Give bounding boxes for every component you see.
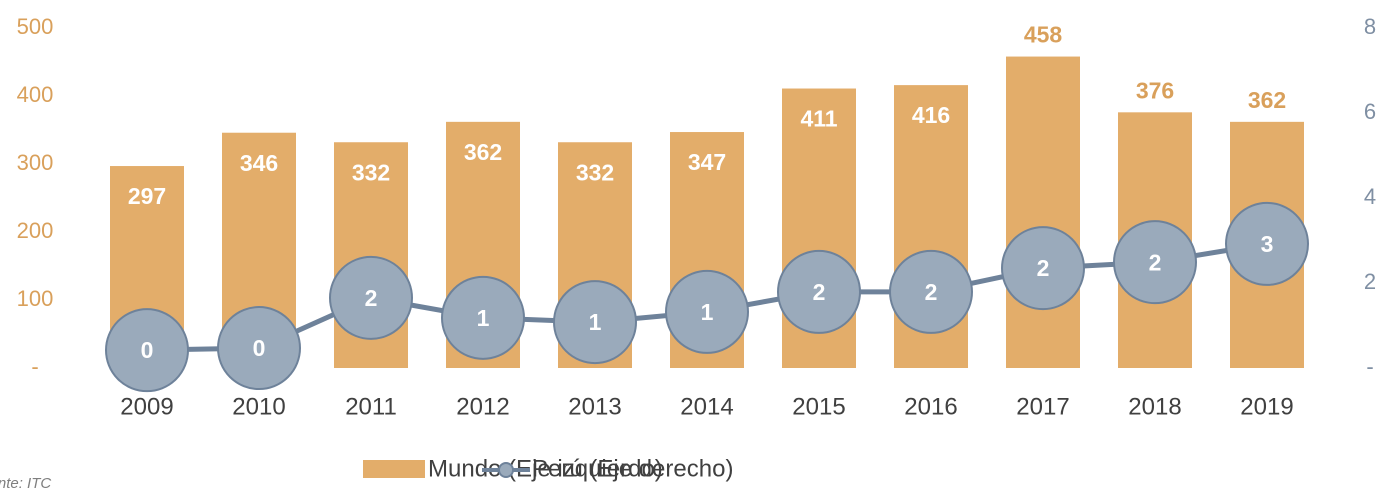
line-value-label: 2 <box>1149 249 1162 275</box>
bar-value-label: 411 <box>800 106 837 132</box>
bar <box>1006 56 1080 369</box>
y-tick-label: - <box>31 354 38 379</box>
x-tick-label: 2010 <box>232 393 285 420</box>
x-tick-label: 2016 <box>904 393 957 420</box>
y2-tick-label: - <box>1366 354 1373 379</box>
bar-value-label: 347 <box>688 149 726 175</box>
x-tick-label: 2017 <box>1016 393 1069 420</box>
x-tick-label: 2012 <box>456 393 509 420</box>
line-value-label: 2 <box>365 285 378 311</box>
legend-marker <box>498 462 514 478</box>
line-value-label: 2 <box>1037 255 1050 281</box>
bar-value-label: 362 <box>464 139 502 165</box>
line-value-label: 3 <box>1261 231 1274 257</box>
y-tick-label: 300 <box>17 150 54 175</box>
bar-value-label: 458 <box>1024 22 1063 48</box>
y-tick-label: 100 <box>17 286 54 311</box>
y2-tick-label: 2 <box>1364 269 1376 294</box>
line-marker <box>1225 201 1309 286</box>
line-value-label: 2 <box>813 279 826 305</box>
line-marker <box>665 269 749 354</box>
line-marker <box>889 249 973 334</box>
x-tick-label: 2009 <box>120 393 173 420</box>
source-note: Fuente: ITC <box>0 475 51 488</box>
line-value-label: 2 <box>925 279 938 305</box>
legend-swatch <box>363 460 425 478</box>
x-tick-label: 2014 <box>680 393 733 420</box>
x-tick-label: 2011 <box>345 393 397 420</box>
legend-label: Mundo (Eje izquierdo) <box>428 455 663 482</box>
line-marker <box>441 275 525 360</box>
line-value-label: 0 <box>253 335 266 361</box>
bar-value-label: 346 <box>240 150 278 176</box>
bar-value-label: 332 <box>576 159 614 185</box>
line-marker <box>553 280 637 365</box>
y-tick-label: 200 <box>17 218 54 243</box>
bar-value-label: 376 <box>1136 77 1174 103</box>
x-tick-label: 2019 <box>1240 393 1293 420</box>
line-marker <box>217 306 301 391</box>
y-tick-label: 400 <box>17 82 54 107</box>
line-marker <box>1113 220 1197 305</box>
y-tick-label: 500 <box>17 14 54 39</box>
bar-value-label: 332 <box>352 159 390 185</box>
y2-tick-label: 6 <box>1364 99 1376 124</box>
bar-value-label: 362 <box>1248 87 1286 113</box>
y2-tick-label: 8 <box>1364 14 1376 39</box>
line-marker <box>1001 226 1085 311</box>
y2-tick-label: 4 <box>1364 184 1376 209</box>
line-marker <box>777 249 861 334</box>
bar-value-label: 416 <box>912 102 950 128</box>
x-tick-label: 2013 <box>568 393 621 420</box>
x-tick-label: 2015 <box>792 393 845 420</box>
line-marker <box>105 308 189 393</box>
line-value-label: 1 <box>589 309 602 335</box>
x-tick-label: 2018 <box>1128 393 1181 420</box>
line-marker <box>329 255 413 340</box>
legend-label: Perú (Eje derecho) <box>532 455 733 482</box>
line-value-label: 1 <box>701 299 714 325</box>
line-value-label: 1 <box>477 305 490 331</box>
bar-value-label: 297 <box>128 183 166 209</box>
line-value-label: 0 <box>141 337 154 363</box>
